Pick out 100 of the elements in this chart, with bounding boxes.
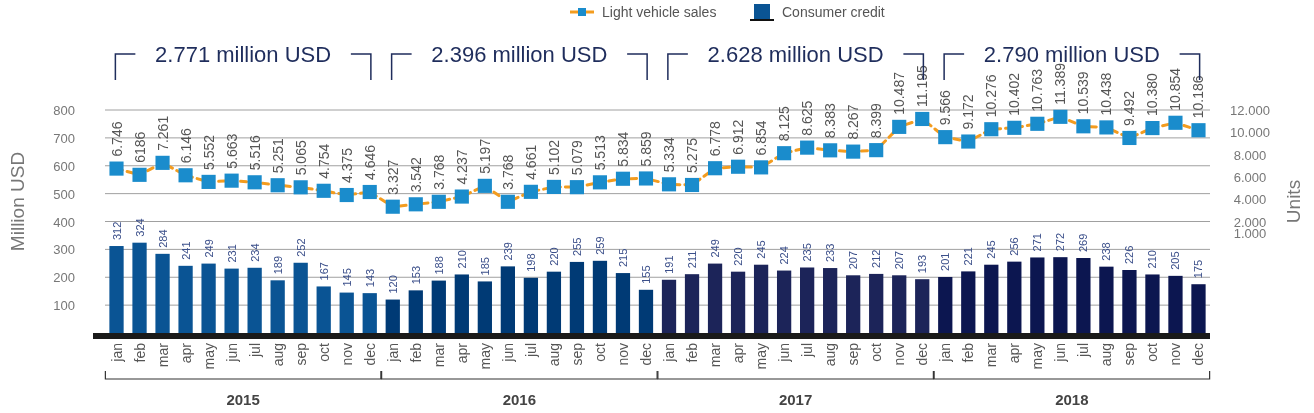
data-label: 10.276 — [983, 74, 1000, 118]
y-tick-label: 700 — [53, 130, 75, 146]
point — [869, 143, 884, 158]
data-label: 3.768 — [499, 154, 516, 190]
point — [155, 155, 170, 170]
bar — [1007, 261, 1022, 333]
x-tick-label: oct — [1144, 342, 1161, 362]
text: 2016 — [502, 391, 537, 408]
legend-label: Light vehicle sales — [602, 4, 717, 20]
bar — [569, 261, 585, 333]
point — [1122, 130, 1137, 146]
data-label: 9.492 — [1121, 90, 1138, 126]
x-tick-label: may — [1029, 343, 1046, 370]
x-tick-label: dec — [637, 343, 654, 366]
data-label: 5.663 — [223, 133, 240, 169]
data-label: 6.146 — [177, 128, 194, 164]
text: 2.771 million USD — [155, 42, 332, 67]
bar — [477, 281, 492, 333]
x-tick-label: sep — [845, 342, 862, 366]
bar — [385, 299, 400, 333]
data-label: 233 — [824, 243, 837, 263]
text: 2018 — [1055, 391, 1089, 408]
data-label: 207 — [847, 250, 860, 270]
y-tick-label: 800 — [53, 103, 75, 118]
bar — [753, 264, 769, 333]
text: 2017 — [778, 391, 813, 408]
point — [224, 173, 239, 188]
bar — [869, 273, 884, 333]
bar — [984, 264, 999, 333]
point — [1191, 123, 1206, 138]
data-label: 11.195 — [914, 64, 931, 107]
x-tick-label: jan — [384, 343, 401, 363]
bar — [1076, 258, 1091, 333]
data-label: 324 — [133, 218, 146, 237]
bar — [247, 267, 262, 333]
bar — [454, 274, 469, 333]
data-label: 5.552 — [200, 134, 217, 170]
data-label: 245 — [755, 240, 768, 259]
x-tick-label: aug — [545, 343, 562, 367]
data-label: 3.327 — [384, 159, 401, 195]
data-label: 188 — [432, 256, 445, 275]
x-tick-label: feb — [960, 342, 977, 363]
data-label: 3.542 — [407, 157, 424, 193]
bar — [546, 271, 562, 333]
x-tick-label: aug — [822, 343, 839, 367]
data-label: 189 — [271, 255, 284, 275]
data-label: 224 — [778, 246, 791, 265]
point — [661, 177, 677, 192]
data-label: 5.251 — [269, 138, 286, 174]
point — [454, 189, 469, 204]
point — [201, 174, 216, 189]
x-tick-label: aug — [1098, 343, 1115, 367]
data-label: 249 — [202, 239, 215, 258]
bar — [431, 280, 446, 333]
data-label: 10.539 — [1075, 71, 1092, 115]
data-label: 215 — [616, 248, 629, 268]
point — [592, 175, 608, 190]
data-label: 271 — [1031, 233, 1044, 252]
data-label: 5.513 — [591, 135, 608, 171]
x-tick-label: jul — [246, 343, 263, 359]
bar — [800, 267, 815, 333]
point — [707, 161, 723, 176]
data-label: 5.079 — [568, 139, 585, 176]
bar — [730, 271, 746, 333]
data-label: 8.383 — [822, 103, 839, 139]
bar — [684, 274, 700, 333]
x-tick-label: jun — [776, 343, 793, 363]
y2-tick-label: 8.000 — [1233, 147, 1267, 163]
data-label: 4.237 — [453, 149, 470, 185]
data-label: 9.566 — [937, 89, 954, 126]
data-label: 238 — [1100, 242, 1113, 261]
data-label: 5.275 — [684, 137, 701, 173]
bar — [408, 290, 423, 333]
data-label: 241 — [179, 241, 192, 260]
data-label: 175 — [1192, 259, 1205, 279]
bar — [846, 275, 861, 333]
data-label: 6.746 — [108, 121, 125, 157]
data-label: 7.261 — [154, 115, 171, 151]
data-label: 245 — [985, 240, 998, 259]
x-tick-label: mar — [430, 342, 447, 368]
point — [546, 179, 561, 194]
data-label: 5.197 — [476, 138, 493, 174]
data-label: 6.778 — [707, 120, 724, 157]
data-label: 10.487 — [891, 71, 908, 115]
data-label: 226 — [1123, 245, 1136, 264]
x-tick-label: feb — [684, 342, 701, 363]
bar — [201, 263, 216, 333]
data-label: 231 — [225, 244, 238, 263]
x-tick-label: aug — [269, 343, 286, 367]
x-tick-label: apr — [730, 342, 747, 364]
data-label: 220 — [547, 247, 560, 266]
x-tick-label: nov — [338, 343, 355, 366]
bar — [592, 260, 608, 333]
bar — [1122, 270, 1137, 333]
point — [823, 143, 838, 158]
x-tick-label: dec — [361, 343, 378, 366]
data-label: 10.186 — [1190, 75, 1207, 119]
y2-tick-label: 4.000 — [1233, 192, 1267, 208]
bar — [178, 265, 193, 333]
y-tick-label: 500 — [53, 186, 75, 202]
